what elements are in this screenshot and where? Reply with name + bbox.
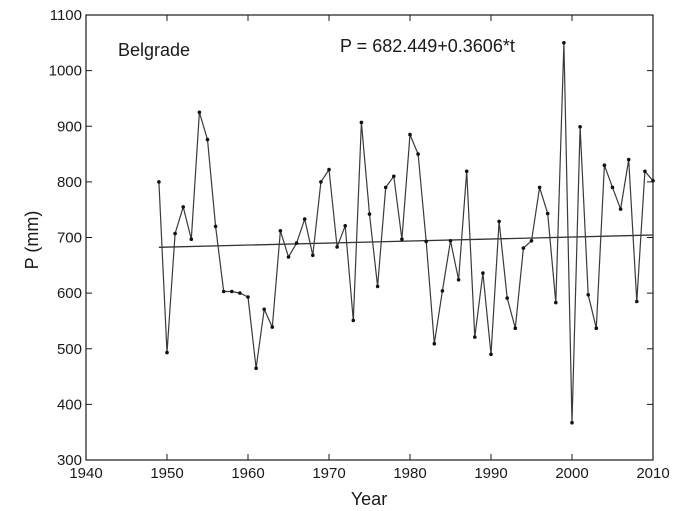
- data-point: [351, 318, 356, 323]
- axis-tick-labels: 1940 1950 1960 1970 1980 1990 2000 2010 300 400 50…: [49, 7, 670, 482]
- data-point: [270, 325, 275, 329]
- x-tick-label: 1970: [312, 465, 345, 482]
- data-point: [335, 245, 339, 249]
- data-point: [513, 326, 518, 331]
- data-point: [497, 219, 501, 224]
- data-point: [213, 224, 218, 229]
- data-point: [392, 174, 396, 179]
- data-point: [529, 239, 534, 243]
- x-tick-label: 2000: [555, 465, 588, 482]
- x-tick-label: 1960: [231, 465, 264, 482]
- data-point: [165, 350, 169, 355]
- data-point: [359, 120, 364, 125]
- data-point: [262, 307, 267, 312]
- data-point: [432, 341, 437, 346]
- x-tick-label: 1990: [474, 465, 507, 482]
- station-annotation: Belgrade: [118, 40, 190, 60]
- y-tick-label: 700: [57, 230, 82, 247]
- y-tick-label: 1000: [49, 63, 82, 80]
- data-point: [246, 295, 250, 299]
- data-point: [554, 300, 558, 305]
- data-point: [302, 217, 307, 221]
- data-point: [602, 163, 607, 167]
- data-point: [375, 284, 380, 289]
- data-point: [311, 253, 315, 258]
- data-point: [586, 293, 590, 297]
- data-point: [594, 326, 599, 331]
- data-point: [367, 212, 372, 216]
- points-layer: [157, 41, 655, 425]
- data-point: [327, 167, 331, 172]
- y-tick-label: 400: [57, 396, 82, 413]
- data-point: [157, 180, 161, 184]
- data-point: [319, 180, 323, 184]
- data-point: [343, 224, 348, 228]
- x-tick-label: 1950: [150, 465, 183, 482]
- data-point: [456, 278, 461, 282]
- y-axis-label: P (mm): [22, 211, 42, 270]
- data-point: [205, 137, 210, 142]
- data-point: [610, 185, 615, 190]
- data-point: [570, 420, 574, 425]
- data-point: [562, 41, 566, 45]
- x-tick-label: 2010: [636, 465, 669, 482]
- data-point: [173, 231, 177, 236]
- data-point: [294, 241, 299, 245]
- data-point: [464, 169, 469, 174]
- x-tick-label: 1980: [393, 465, 426, 482]
- y-tick-label: 800: [57, 174, 82, 191]
- data-point: [254, 366, 258, 371]
- data-point: [537, 185, 542, 190]
- data-point: [481, 271, 485, 275]
- data-point: [626, 157, 631, 162]
- data-point: [489, 352, 493, 357]
- data-point: [643, 169, 647, 174]
- data-point: [230, 289, 234, 294]
- data-point: [424, 239, 429, 244]
- data-point: [278, 229, 283, 233]
- y-tick-label: 500: [57, 341, 82, 358]
- data-point: [618, 207, 623, 211]
- data-point: [400, 237, 404, 241]
- data-point: [238, 291, 242, 295]
- x-axis-label: Year: [351, 489, 387, 509]
- trend-line: [158, 234, 654, 248]
- y-tick-label: 1100: [50, 7, 82, 24]
- data-point: [416, 152, 420, 156]
- data-point: [286, 255, 291, 259]
- data-point: [521, 246, 526, 250]
- equation-annotation: P = 682.449+0.3606*t: [340, 36, 515, 56]
- data-point: [189, 237, 194, 241]
- y-tick-label: 300: [57, 452, 82, 469]
- data-point: [651, 179, 655, 183]
- data-point: [383, 185, 388, 190]
- y-tick-label: 600: [57, 285, 82, 302]
- data-point: [505, 296, 510, 300]
- data-point: [221, 289, 226, 294]
- trend-layer: [158, 234, 654, 248]
- data-point: [440, 289, 445, 293]
- axis-ticks: [85, 14, 654, 461]
- data-point: [181, 205, 185, 209]
- data-point: [197, 110, 202, 115]
- data-point: [408, 132, 412, 137]
- y-tick-label: 900: [57, 118, 82, 135]
- data-point: [635, 299, 639, 304]
- data-point: [545, 211, 550, 216]
- data-point: [473, 335, 477, 339]
- data-point: [578, 125, 582, 129]
- data-point: [448, 239, 453, 243]
- x-tick-label: 1940: [69, 465, 102, 482]
